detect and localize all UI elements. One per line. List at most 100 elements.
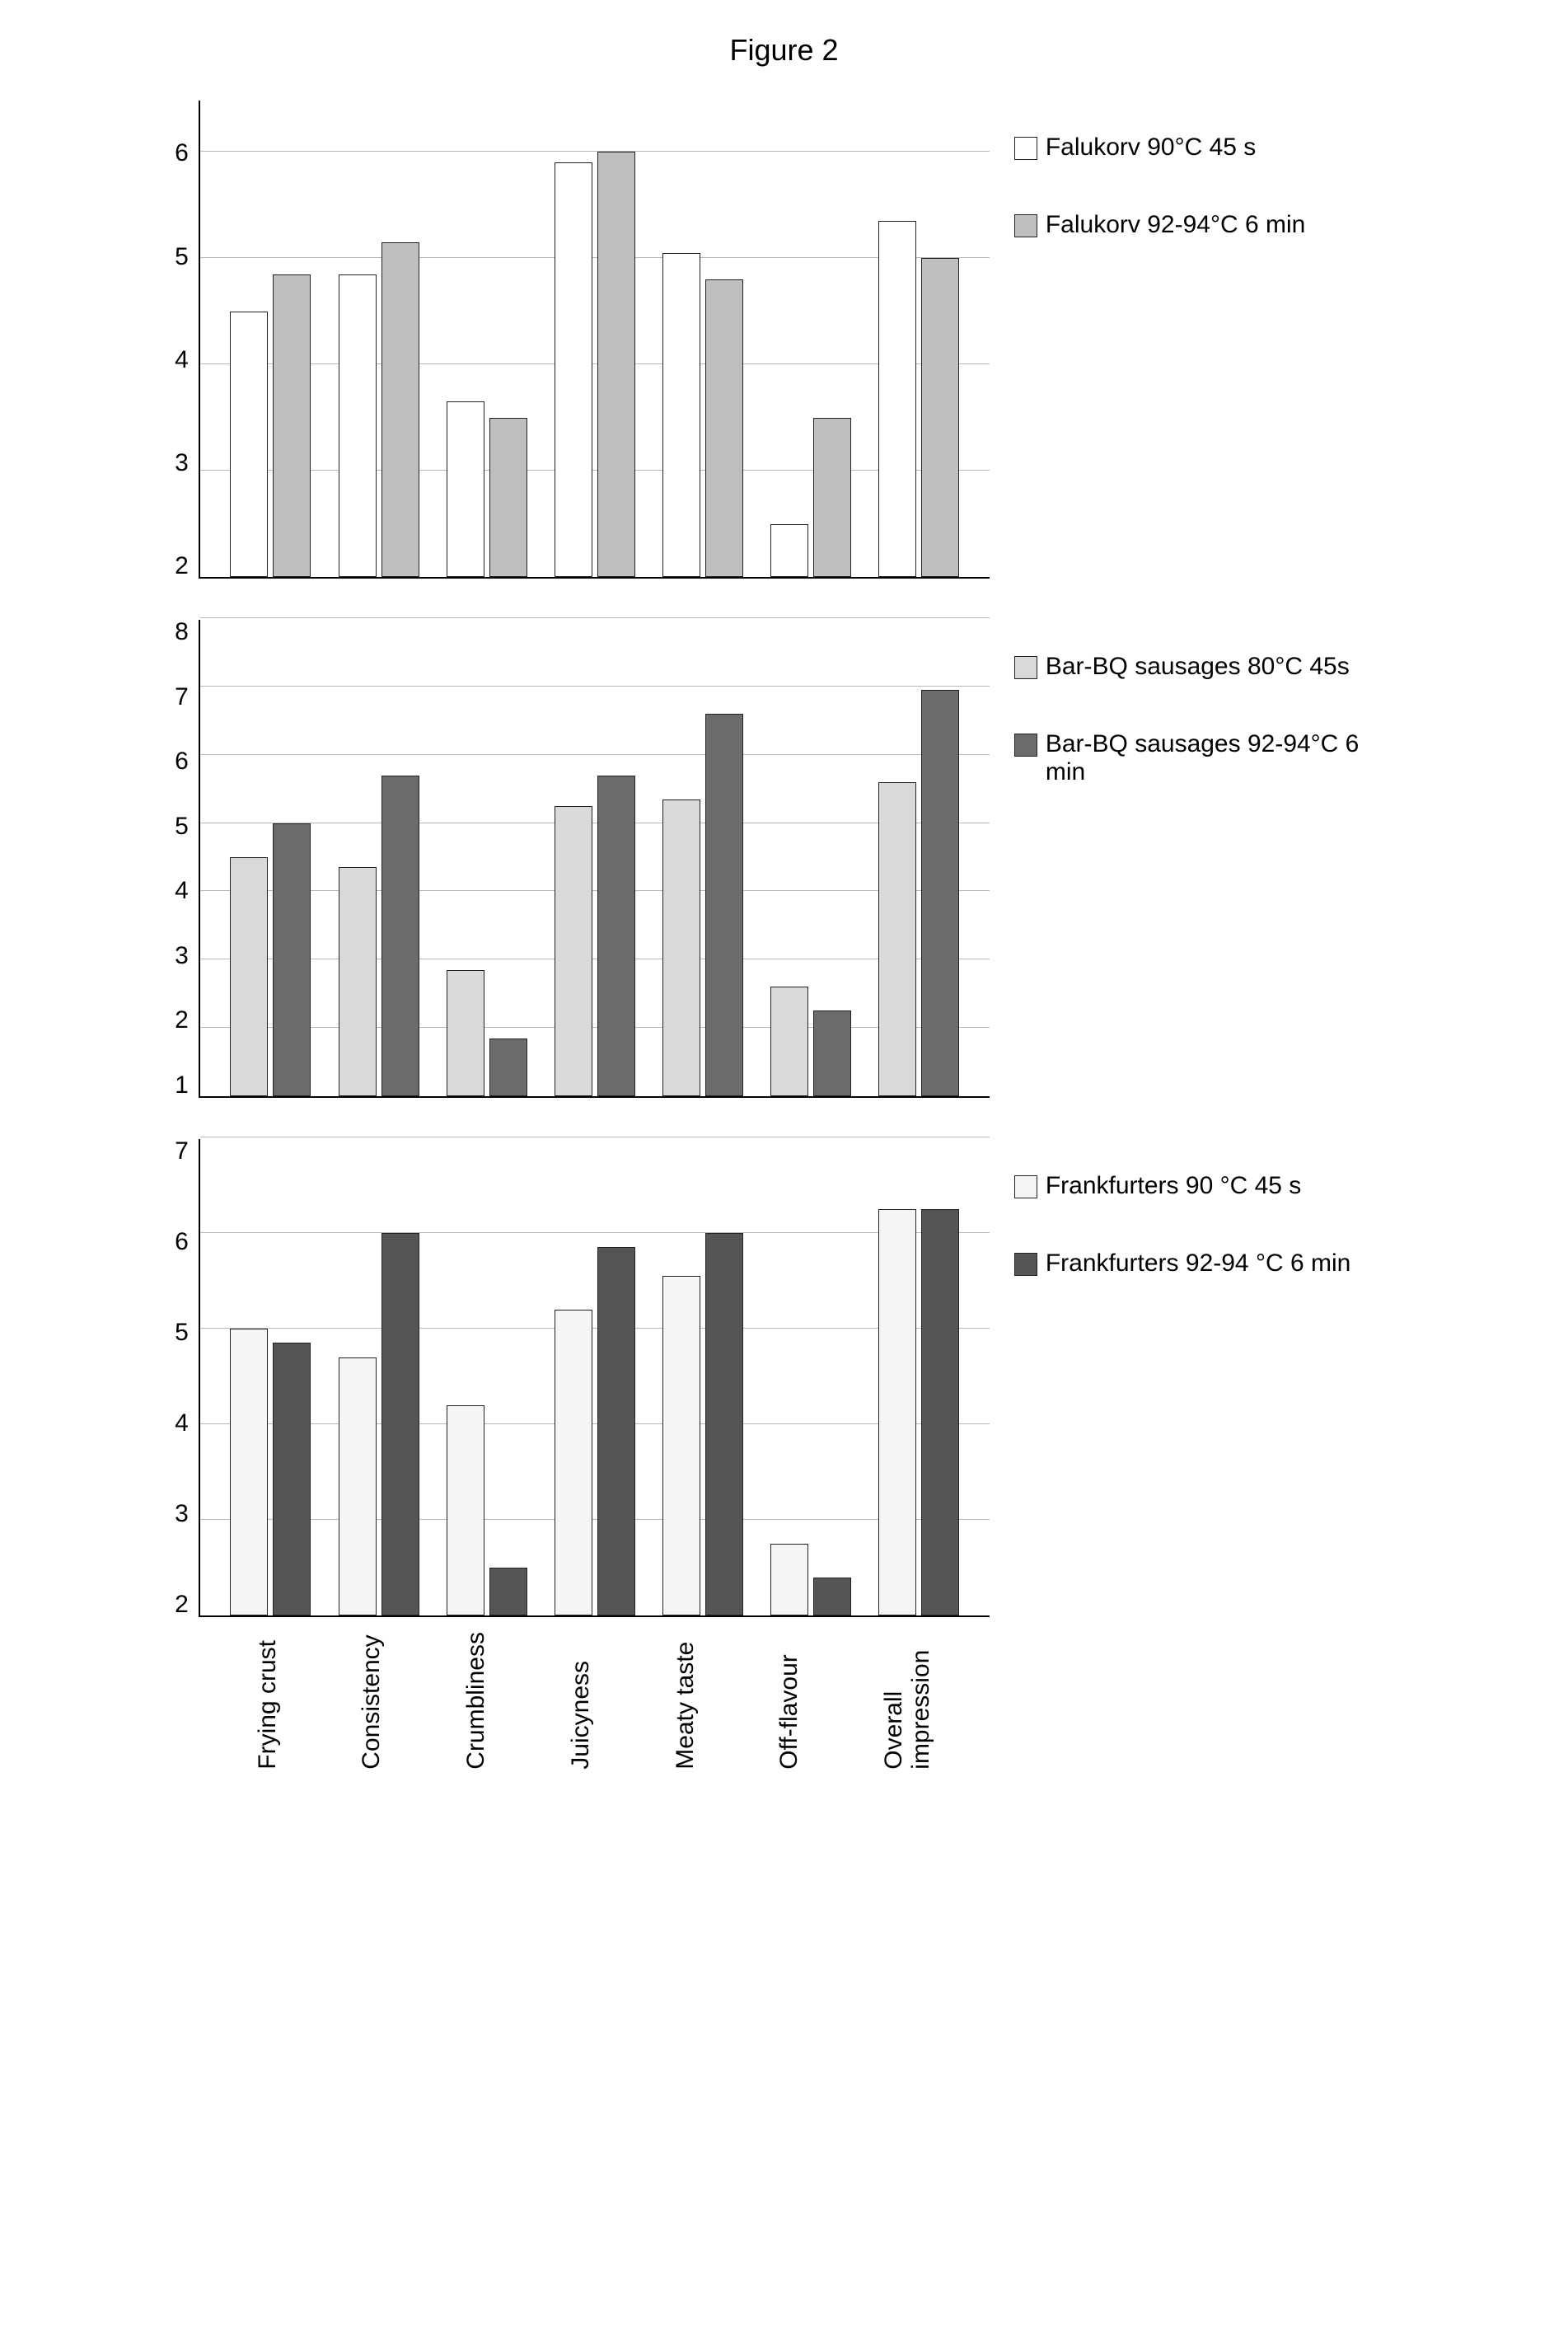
y-tick-label: 5 — [175, 245, 189, 270]
bar-group — [230, 274, 311, 577]
bar-group — [339, 1233, 419, 1615]
panel-falukorv: 65432Falukorv 90°C 45 sFalukorv 92-94°C … — [175, 101, 1393, 579]
bar — [597, 1247, 635, 1615]
grid-line — [200, 617, 990, 618]
bar — [813, 418, 851, 577]
bar — [489, 1039, 527, 1096]
bar — [230, 857, 268, 1096]
bar-group — [878, 221, 959, 577]
bar — [921, 690, 959, 1096]
y-tick-label: 3 — [175, 944, 189, 968]
legend-swatch — [1014, 137, 1037, 160]
bar-group — [447, 970, 527, 1096]
y-tick-label: 4 — [175, 879, 189, 903]
bar — [230, 312, 268, 577]
panel-frankfurters: 765432Frying crustConsistencyCrumbliness… — [175, 1139, 1393, 1770]
bar — [921, 258, 959, 577]
legend-label: Frankfurters 90 °C 45 s — [1046, 1172, 1301, 1200]
bar — [273, 1343, 311, 1615]
bar — [555, 1310, 592, 1615]
legend: Bar-BQ sausages 80°C 45s Bar-BQ sausages … — [1014, 620, 1393, 786]
bar — [878, 221, 916, 577]
bar — [813, 1578, 851, 1615]
bar — [555, 162, 592, 577]
x-tick-label: Off-flavour — [775, 1632, 803, 1770]
bar — [770, 1544, 808, 1615]
bar — [813, 1010, 851, 1096]
bar-group — [339, 242, 419, 577]
legend-swatch — [1014, 214, 1037, 237]
legend: Frankfurters 90 °C 45 s Frankfurters 92-9… — [1014, 1139, 1393, 1278]
bar-group — [770, 418, 851, 577]
bar — [230, 1329, 268, 1615]
legend-item: Frankfurters 92-94 °C 6 min — [1014, 1250, 1393, 1278]
y-tick-label: 5 — [175, 814, 189, 839]
x-tick-label: Frying crust — [254, 1632, 281, 1770]
y-tick-label: 4 — [175, 1411, 189, 1436]
y-tick-label: 7 — [175, 1139, 189, 1164]
bar — [770, 524, 808, 577]
legend-item: Frankfurters 90 °C 45 s — [1014, 1172, 1393, 1200]
bar-group — [662, 714, 743, 1096]
plot-area — [199, 1139, 990, 1617]
panels-container: 6 5 4 3 2 Falukorv 90°C 45 s Falukorv 92-94°C … — [0, 101, 1568, 1770]
legend-swatch — [1014, 1175, 1037, 1198]
x-tick-label: Meaty taste — [672, 1632, 699, 1770]
legend-label: Falukorv 90°C 45 s — [1046, 134, 1256, 162]
y-tick-label: 1 — [175, 1073, 189, 1098]
bar-group — [770, 1544, 851, 1615]
bar — [921, 1209, 959, 1615]
legend: Falukorv 90°C 45 s Falukorv 92-94°C 6 min — [1014, 101, 1393, 239]
x-tick-label: Consistency — [358, 1632, 385, 1770]
bar — [770, 987, 808, 1096]
bar-group — [770, 987, 851, 1096]
bars-container — [200, 101, 990, 577]
y-tick-label: 6 — [175, 141, 189, 166]
y-tick-label: 4 — [175, 348, 189, 373]
y-tick-label: 2 — [175, 554, 189, 579]
x-tick-label: Juicyness — [567, 1632, 594, 1770]
bar — [381, 242, 419, 577]
panel-barbq: 87654321Bar-BQ sausages 80°C 45sBar-BQ s… — [175, 620, 1393, 1098]
bar — [339, 274, 377, 577]
plot-area — [199, 101, 990, 579]
x-axis-labels: Frying crust Consistency Crumbliness Juicyn… — [199, 1632, 990, 1770]
bar — [878, 782, 916, 1096]
y-tick-label: 7 — [175, 685, 189, 710]
y-tick-label: 3 — [175, 1502, 189, 1526]
bar — [878, 1209, 916, 1615]
y-tick-label: 8 — [175, 620, 189, 645]
legend-item: Falukorv 90°C 45 s — [1014, 134, 1393, 162]
bar — [705, 1233, 743, 1615]
bar-group — [878, 690, 959, 1096]
bars-container — [200, 1139, 990, 1615]
bar-group — [447, 1405, 527, 1615]
bar — [381, 776, 419, 1096]
bar — [447, 970, 484, 1096]
legend-label: Falukorv 92-94°C 6 min — [1046, 211, 1305, 239]
bar — [273, 823, 311, 1096]
y-tick-label: 2 — [175, 1008, 189, 1033]
bars-container — [200, 620, 990, 1096]
y-tick-label: 6 — [175, 749, 189, 774]
legend-swatch — [1014, 734, 1037, 757]
bar-group — [662, 1233, 743, 1615]
bar-group — [555, 776, 635, 1096]
bar-group — [447, 401, 527, 577]
bar — [273, 274, 311, 577]
bar-group — [555, 152, 635, 577]
bar — [381, 1233, 419, 1615]
figure-title: Figure 2 — [0, 33, 1568, 68]
bar-group — [555, 1247, 635, 1615]
bar-group — [662, 253, 743, 577]
bar — [555, 806, 592, 1096]
bar — [447, 1405, 484, 1615]
legend-label: Bar-BQ sausages 80°C 45s — [1046, 653, 1350, 681]
y-axis: 8 7 6 5 4 3 2 1 — [175, 620, 199, 1098]
legend-item: Falukorv 92-94°C 6 min — [1014, 211, 1393, 239]
x-tick-label: Crumbliness — [462, 1632, 489, 1770]
y-axis: 765432 — [175, 1139, 199, 1617]
legend-label: Bar-BQ sausages 92-94°C 6 min — [1046, 730, 1393, 786]
y-tick-label: 5 — [175, 1320, 189, 1345]
bar — [447, 401, 484, 577]
